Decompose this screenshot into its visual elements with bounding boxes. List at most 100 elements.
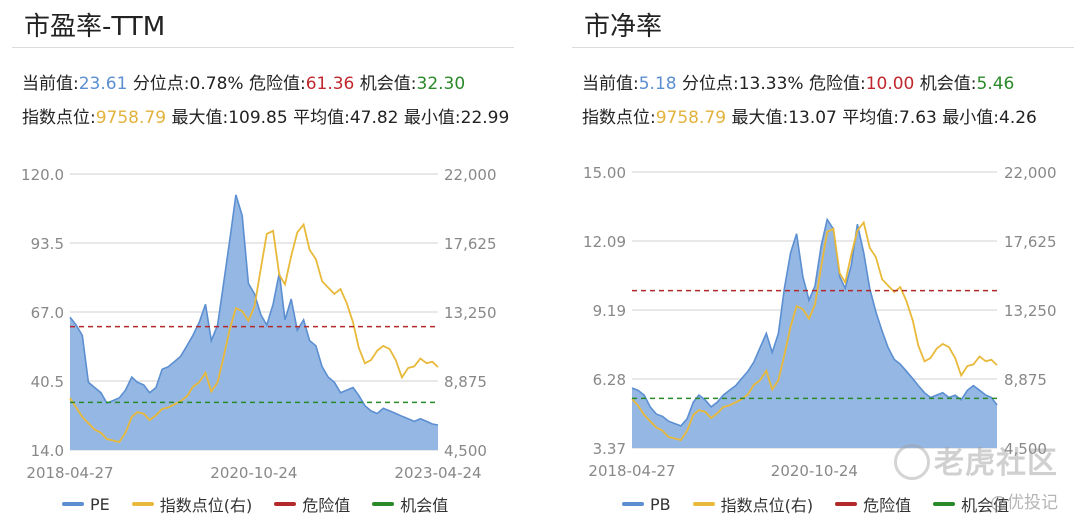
y-right-tick-label: 13,250 xyxy=(1004,302,1057,320)
x-tick-label: 2018-04-27 xyxy=(588,462,675,480)
legend-label-opportunity-pb: 机会值 xyxy=(961,496,1010,515)
pb-current-label: 当前值: xyxy=(582,74,639,94)
pb-avg-value: 7.63 xyxy=(899,108,937,128)
legend-item-pe[interactable]: PE xyxy=(62,495,110,514)
legend-label-pb: PB xyxy=(650,494,671,514)
x-tick-label: 2020-10-24 xyxy=(210,464,297,482)
valuation-series-line xyxy=(631,217,998,427)
pe-pb-area xyxy=(632,219,997,448)
pb-danger-value: 10.00 xyxy=(865,74,915,94)
y-left-tick-label: 3.37 xyxy=(593,440,626,458)
pe-max-value: 109.85 xyxy=(228,108,288,128)
pb-title-divider xyxy=(572,47,1074,48)
pe-percentile-value: 0.78% xyxy=(189,74,244,94)
pb-min-label: 最小值: xyxy=(942,108,999,128)
legend-item-index[interactable]: 指数点位(右) xyxy=(131,492,253,516)
pe-avg-value: 47.82 xyxy=(349,108,399,128)
legend-label-index-pb: 指数点位(右) xyxy=(720,496,814,515)
opportunity-swatch-icon xyxy=(933,502,956,506)
opportunity-swatch-icon xyxy=(372,502,395,506)
pb-stats-row-1: 当前值:5.18 分位点:13.33% 危险值:10.00 机会值:5.46 xyxy=(582,69,1014,94)
y-right-tick-label: 8,875 xyxy=(444,373,487,391)
legend-item-opportunity[interactable]: 机会值 xyxy=(372,492,448,516)
pe-panel: 市盈率-TTM 当前值:23.61 分位点:0.78% 危险值:61.36 机会… xyxy=(0,0,520,524)
valuation-series-line xyxy=(69,194,439,426)
pe-max-label: 最大值: xyxy=(171,108,229,128)
pb-opportunity-value: 5.46 xyxy=(976,74,1015,94)
legend-item-index-pb[interactable]: 指数点位(右) xyxy=(692,492,814,516)
pb-legend: PB 指数点位(右) 危险值 机会值 xyxy=(622,492,1031,516)
pe-index-label: 指数点位: xyxy=(22,108,96,128)
pe-swatch-icon xyxy=(62,502,84,506)
pb-swatch-icon xyxy=(622,502,644,506)
pe-chart: 120.0 22,000 93.5 17,625 67.0 13,250 40.5 8,875… xyxy=(21,166,497,482)
y-right-tick-label: 8,875 xyxy=(1004,371,1047,389)
index-series-line xyxy=(69,222,439,444)
pe-min-value: 22.99 xyxy=(460,108,510,128)
pe-min-label: 最小值: xyxy=(403,108,461,128)
pb-current-value: 5.18 xyxy=(638,74,677,94)
pe-danger-label: 危险值: xyxy=(248,74,306,94)
pb-opportunity-label: 机会值: xyxy=(919,74,977,94)
legend-label-danger-pb: 危险值 xyxy=(863,496,912,515)
pe-percentile-label: 分位点: xyxy=(132,74,190,94)
legend-item-danger[interactable]: 危险值 xyxy=(274,492,350,516)
y-left-tick-label: 6.28 xyxy=(593,371,626,389)
x-tick-label: 2023-04-24 xyxy=(394,464,481,482)
pe-stats-row-2: 指数点位:9758.79 最大值:109.85 平均值:47.82 最小值:22… xyxy=(22,103,509,128)
pe-title-divider xyxy=(12,47,514,48)
y-right-tick-label: 17,625 xyxy=(444,235,497,253)
y-left-tick-label: 120.0 xyxy=(21,166,64,184)
pe-index-value: 9758.79 xyxy=(95,108,167,128)
pb-index-label: 指数点位: xyxy=(582,108,656,128)
danger-swatch-icon xyxy=(835,502,858,506)
watermark-sub: @优投记 xyxy=(990,493,1058,513)
y-right-tick-label: 4,500 xyxy=(444,442,487,460)
y-left-tick-label: 67.0 xyxy=(31,304,64,322)
legend-label-pe: PE xyxy=(90,494,110,514)
pe-title: 市盈率-TTM xyxy=(24,12,166,42)
pb-percentile-value: 13.33% xyxy=(738,74,804,94)
y-left-tick-label: 14.0 xyxy=(31,442,64,460)
pb-max-label: 最大值: xyxy=(731,108,789,128)
pe-stats-row-1: 当前值:23.61 分位点:0.78% 危险值:61.36 机会值:32.30 xyxy=(22,69,465,94)
y-right-tick-label: 4,500 xyxy=(1004,440,1047,458)
pb-percentile-label: 分位点: xyxy=(682,74,739,94)
legend-label-index: 指数点位(右) xyxy=(159,496,253,515)
pe-pb-area xyxy=(70,194,438,450)
legend-item-danger-pb[interactable]: 危险值 xyxy=(835,492,911,516)
legend-label-danger: 危险值 xyxy=(302,496,351,515)
y-left-tick-label: 93.5 xyxy=(31,235,64,253)
pb-stats-row-2: 指数点位:9758.79 最大值:13.07 平均值:7.63 最小值:4.26 xyxy=(582,103,1037,128)
pb-index-value: 9758.79 xyxy=(655,108,727,128)
legend-item-opportunity-pb[interactable]: 机会值 xyxy=(933,492,1009,516)
pe-avg-label: 平均值: xyxy=(293,108,350,128)
y-left-tick-label: 9.19 xyxy=(593,302,626,320)
watermark-logo-icon xyxy=(894,444,930,480)
watermark-main: 老虎社区 xyxy=(934,446,1058,481)
pe-current-label: 当前值: xyxy=(22,74,79,94)
pb-avg-label: 平均值: xyxy=(842,108,899,128)
pe-current-value: 23.61 xyxy=(78,74,128,94)
index-series-line xyxy=(631,220,998,442)
index-swatch-icon xyxy=(131,502,154,506)
y-right-tick-label: 22,000 xyxy=(1004,164,1057,182)
y-left-tick-label: 12.09 xyxy=(583,233,626,251)
x-tick-label: 2020-10-24 xyxy=(771,462,858,480)
pe-danger-value: 61.36 xyxy=(305,74,355,94)
y-right-tick-label: 22,000 xyxy=(444,166,497,184)
pb-min-value: 4.26 xyxy=(999,108,1037,128)
y-right-tick-label: 17,625 xyxy=(1004,233,1057,251)
legend-item-pb[interactable]: PB xyxy=(622,495,671,514)
y-right-tick-label: 13,250 xyxy=(444,304,497,322)
x-tick-label: 2018-04-27 xyxy=(26,464,113,482)
y-left-tick-label: 40.5 xyxy=(31,373,64,391)
pe-legend: PE 指数点位(右) 危险值 机会值 xyxy=(62,492,470,516)
pe-opportunity-label: 机会值: xyxy=(359,74,417,94)
pb-chart: 15.00 22,000 12.09 17,625 9.19 13,250 6.28 8,87… xyxy=(583,164,1057,480)
pb-title: 市净率 xyxy=(584,12,663,42)
legend-label-opportunity: 机会值 xyxy=(400,496,449,515)
pb-danger-label: 危险值: xyxy=(808,74,866,94)
pb-max-value: 13.07 xyxy=(788,108,837,128)
pe-opportunity-value: 32.30 xyxy=(416,74,466,94)
